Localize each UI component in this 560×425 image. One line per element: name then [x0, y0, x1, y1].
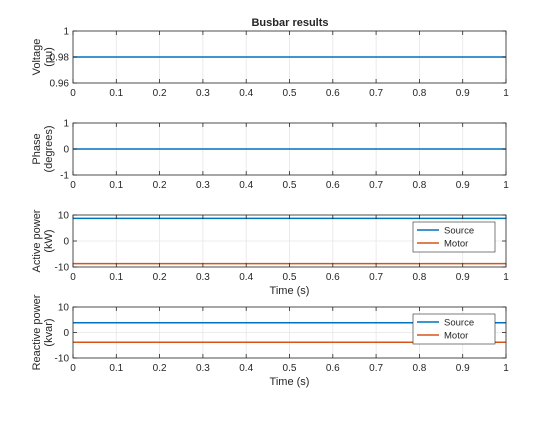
y-axis-label: (kW) — [43, 229, 55, 252]
y-axis-label: (kvar) — [43, 318, 55, 346]
x-tick-label: 0.6 — [326, 272, 340, 283]
x-tick-label: 0 — [70, 363, 76, 374]
x-tick-label: 1 — [503, 180, 509, 191]
x-tick-label: 0.5 — [283, 180, 297, 191]
x-tick-label: 0.3 — [196, 272, 210, 283]
x-axis-label: Time (s) — [270, 285, 310, 297]
y-tick-label: 0.96 — [50, 79, 70, 90]
figure-title: Busbar results — [251, 17, 328, 29]
x-tick-label: 0.1 — [109, 363, 123, 374]
y-tick-label: 10 — [58, 303, 70, 314]
x-tick-label: 0.3 — [196, 180, 210, 191]
x-tick-label: 0.8 — [412, 363, 426, 374]
y-tick-label: -10 — [55, 354, 70, 365]
y-tick-label: -1 — [60, 171, 69, 182]
x-tick-label: 0.1 — [109, 88, 123, 99]
y-axis-label: (pu) — [43, 47, 55, 67]
x-tick-label: 0.3 — [196, 363, 210, 374]
x-tick-label: 0.2 — [153, 363, 167, 374]
y-axis-label: Phase — [31, 133, 43, 164]
x-tick-label: 0.5 — [283, 272, 297, 283]
x-tick-label: 0.8 — [412, 272, 426, 283]
x-tick-label: 1 — [503, 88, 509, 99]
x-tick-label: 0.7 — [369, 88, 383, 99]
x-tick-label: 0.9 — [456, 180, 470, 191]
legend-entry: Source — [444, 318, 474, 329]
x-tick-label: 0.5 — [283, 88, 297, 99]
y-tick-label: 1 — [63, 27, 69, 38]
x-tick-label: 1 — [503, 363, 509, 374]
x-tick-label: 0.4 — [239, 180, 253, 191]
legend-box — [412, 221, 496, 253]
x-tick-label: 0.7 — [369, 180, 383, 191]
y-tick-label: 0 — [63, 328, 69, 339]
y-axis-label: (degrees) — [43, 125, 55, 172]
y-tick-label: 0 — [63, 145, 69, 156]
x-tick-label: 0.8 — [412, 88, 426, 99]
x-tick-label: 0 — [70, 88, 76, 99]
legend-entry: Motor — [444, 331, 468, 342]
x-axis-label: Time (s) — [270, 376, 310, 388]
x-tick-label: 0.6 — [326, 180, 340, 191]
legend-entry: Motor — [444, 239, 468, 250]
x-tick-label: 0.4 — [239, 363, 253, 374]
subplot-1: 0 0.1 0.2 0.3 0.4 0.5 0.6 0.7 0.8 0.9 1 0.96 0.98 1 Vo… — [31, 27, 509, 100]
x-tick-label: 0.4 — [239, 88, 253, 99]
y-tick-label: 0 — [63, 237, 69, 248]
y-axis-label: Reactive power — [31, 294, 43, 370]
x-tick-label: 0.6 — [326, 88, 340, 99]
x-tick-label: 0.9 — [456, 363, 470, 374]
legend-entry: Source — [444, 226, 474, 237]
x-tick-label: 0.2 — [153, 272, 167, 283]
subplot-3: 0 0.1 0.2 0.3 0.4 0.5 0.6 0.7 0.8 0.9 1-10010Time … — [31, 209, 509, 297]
x-tick-label: 0.2 — [153, 180, 167, 191]
x-tick-label: 0.9 — [456, 88, 470, 99]
y-axis-label: Active power — [31, 209, 43, 272]
x-tick-label: 0.3 — [196, 88, 210, 99]
x-tick-label: 0.6 — [326, 363, 340, 374]
x-tick-label: 1 — [503, 272, 509, 283]
x-tick-label: 0.7 — [369, 272, 383, 283]
legend: Source Motor — [412, 221, 496, 253]
x-tick-label: 0.5 — [283, 363, 297, 374]
y-tick-label: 10 — [58, 211, 70, 222]
x-tick-label: 0.4 — [239, 272, 253, 283]
x-tick-label: 0 — [70, 180, 76, 191]
legend: Source Motor — [412, 313, 496, 345]
x-tick-label: 0.8 — [412, 180, 426, 191]
y-tick-label: 1 — [63, 119, 69, 130]
legend-box — [412, 313, 496, 345]
y-axis-label: Voltage — [31, 39, 43, 76]
x-tick-label: 0.7 — [369, 363, 383, 374]
x-tick-label: 0.1 — [109, 272, 123, 283]
subplot-4: 0 0.1 0.2 0.3 0.4 0.5 0.6 0.7 0.8 0.9 1-10010Time … — [31, 294, 509, 388]
x-tick-label: 0.9 — [456, 272, 470, 283]
x-tick-label: 0.1 — [109, 180, 123, 191]
x-tick-label: 0.2 — [153, 88, 167, 99]
y-tick-label: -10 — [55, 263, 70, 274]
x-tick-label: 0 — [70, 272, 76, 283]
y-tick-label: 0.98 — [50, 53, 70, 64]
